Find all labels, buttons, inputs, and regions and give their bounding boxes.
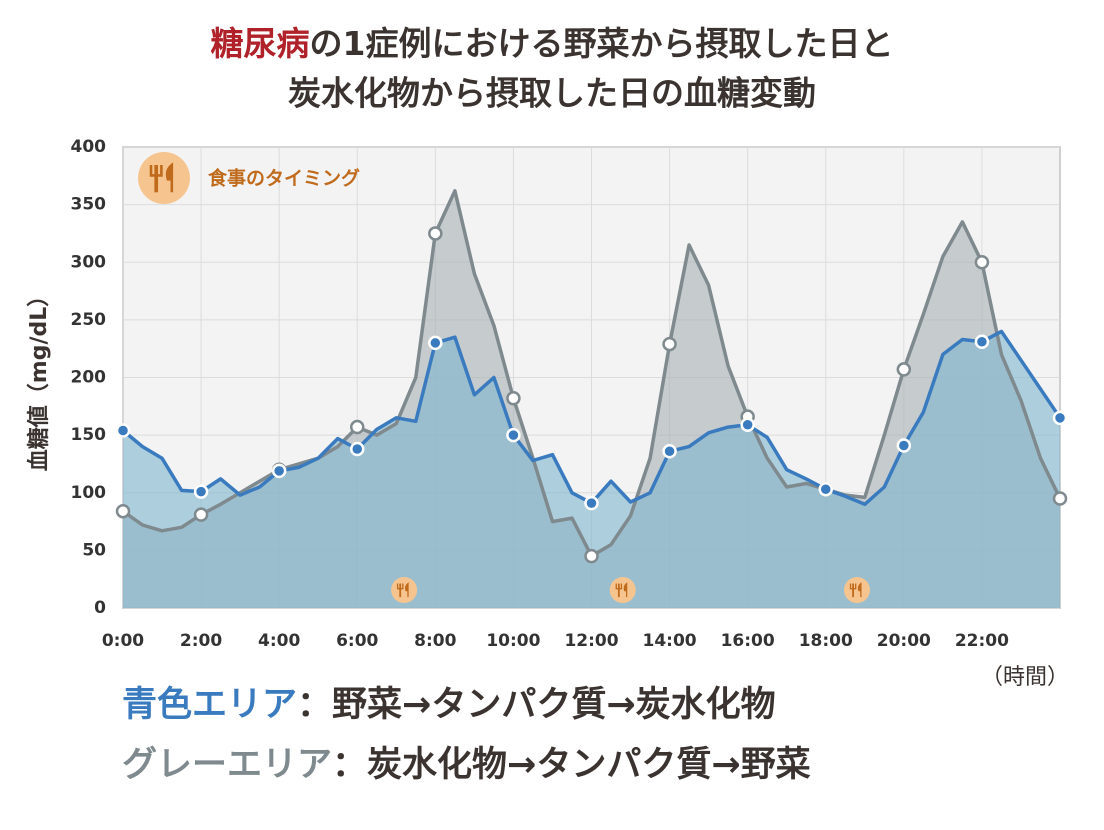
icon-fork [615, 583, 623, 590]
y-axis-label: 血糖値（mg/dL） [26, 285, 52, 471]
icon-knife [405, 582, 409, 598]
data-point [1052, 410, 1068, 426]
meal-icon-bg [609, 577, 636, 603]
x-tick-label: 14:00 [643, 631, 697, 651]
meal-icon-bg [843, 577, 870, 603]
data-point [896, 438, 912, 453]
data-point [350, 441, 365, 457]
x-tick-label: 4:00 [258, 631, 300, 651]
meal-icon-bg [391, 577, 418, 603]
meal-legend [138, 152, 190, 204]
y-tick-label: 0 [94, 598, 106, 618]
data-point [271, 463, 287, 479]
data-point [193, 507, 209, 522]
y-tick-label: 50 [82, 540, 106, 560]
x-tick-label: 0:00 [102, 631, 144, 651]
x-tick-label: 16:00 [721, 631, 775, 651]
y-tick-label: 200 [71, 368, 107, 388]
chart-title: 糖尿病の1症例における野菜から摂取した日と [211, 24, 894, 63]
data-point [1052, 491, 1068, 506]
icon-fork [149, 165, 163, 177]
x-tick-label: 10:00 [486, 631, 540, 651]
data-point [818, 482, 833, 497]
y-tick-label: 300 [71, 252, 107, 272]
y-tick-label: 100 [71, 483, 107, 503]
icon-knife [857, 582, 862, 598]
data-point [896, 362, 912, 377]
legend-description: ：炭水化物→タンパク質→野菜 [332, 745, 811, 785]
legend-entry: グレーエリア：炭水化物→タンパク質→野菜 [122, 745, 811, 785]
data-point [428, 335, 443, 351]
data-point [506, 427, 521, 443]
data-point [115, 503, 131, 519]
data-point [974, 334, 990, 350]
y-tick-label: 400 [71, 137, 107, 157]
area-fill [123, 331, 1060, 608]
meal-marker [843, 577, 870, 603]
data-point [115, 423, 131, 438]
data-point [584, 548, 599, 564]
title-part: 糖尿病 [211, 24, 310, 63]
x-tick-label: 8:00 [414, 631, 456, 651]
title-part: の1症例における野菜から摂取した日と [310, 24, 894, 63]
y-tick-label: 250 [71, 310, 107, 330]
data-point [506, 390, 521, 406]
data-point [350, 419, 365, 435]
chart-title: 炭水化物から摂取した日の血糖変動 [288, 74, 816, 113]
icon-fork [849, 583, 857, 590]
icon-fork [396, 583, 404, 590]
legend-name: 青色エリア [122, 685, 297, 725]
legend-description: ：野菜→タンパク質→炭水化物 [297, 685, 776, 725]
data-point [584, 495, 599, 511]
data-point [428, 226, 443, 241]
meal-marker [609, 577, 636, 603]
x-tick-label: 18:00 [799, 631, 853, 651]
x-axis-label: （時間） [981, 665, 1069, 690]
data-point [193, 484, 209, 499]
data-point [740, 417, 755, 433]
meal-legend-label: 食事のタイミング [208, 167, 360, 190]
data-point [974, 255, 990, 270]
x-tick-label: 20:00 [877, 631, 931, 651]
legend-name: グレーエリア [122, 745, 332, 785]
x-tick-label: 12:00 [564, 631, 618, 651]
x-tick-label: 6:00 [336, 631, 378, 651]
x-tick-label: 22:00 [955, 631, 1009, 651]
y-tick-label: 350 [71, 195, 107, 215]
icon-knife [165, 162, 174, 193]
meal-icon-bg [138, 152, 190, 204]
data-point [662, 336, 677, 352]
x-tick-label: 2:00 [180, 631, 222, 651]
legend-entry: 青色エリア：野菜→タンパク質→炭水化物 [122, 685, 776, 725]
data-point [662, 444, 677, 459]
y-tick-label: 150 [71, 425, 107, 445]
icon-knife [623, 582, 628, 598]
meal-marker [391, 577, 418, 603]
